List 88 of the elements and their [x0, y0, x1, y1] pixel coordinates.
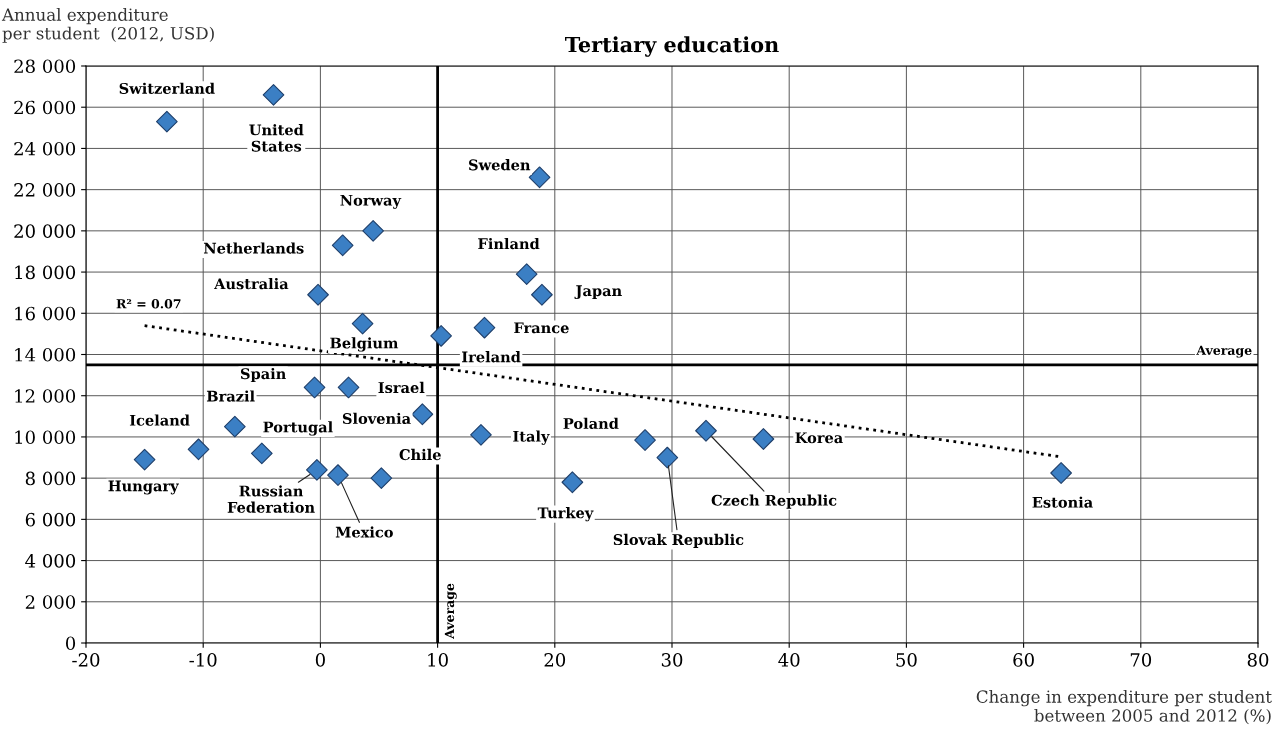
- point: [370, 467, 393, 489]
- annotation: Netherlands: [203, 242, 304, 254]
- y-tick-label: 22 000: [14, 183, 76, 197]
- y-tick-label: 14 000: [15, 347, 76, 362]
- point: [262, 83, 285, 106]
- ref-line-label: Average: [1196, 345, 1252, 358]
- point: [331, 234, 354, 257]
- x-tick-label: 40: [778, 653, 800, 667]
- point: [1050, 462, 1072, 484]
- annotation: Chile: [399, 448, 441, 461]
- point: [430, 325, 452, 347]
- x-tick-label: 50: [896, 653, 917, 667]
- point: [156, 110, 178, 133]
- point: [187, 438, 210, 461]
- point: [561, 471, 584, 494]
- annotation: Brazil: [206, 390, 255, 402]
- x-tick-label: -10: [189, 653, 217, 667]
- y-tick-label: 6 000: [25, 512, 76, 527]
- x-tick-label: 60: [1013, 653, 1034, 667]
- y-tick-label: 26 000: [14, 100, 76, 115]
- annotation: Estonia: [1032, 496, 1093, 508]
- annotation: Israel: [378, 381, 425, 394]
- y-axis-title: Annual expenditure per student (2012, USD): [1, 8, 214, 43]
- y-tick-label: 24 000: [14, 141, 76, 156]
- chart-title: Tertiary education: [565, 36, 779, 57]
- point: [411, 403, 434, 426]
- x-tick-label: -20: [72, 653, 100, 667]
- point: [362, 220, 384, 242]
- point: [133, 448, 156, 471]
- annotation: Czech Republic: [711, 494, 837, 509]
- annotation: Mexico: [335, 526, 393, 538]
- annotation: Ireland: [462, 351, 521, 363]
- annotation: United States: [249, 124, 304, 152]
- point: [515, 263, 538, 285]
- y-tick-label: 16 000: [15, 306, 76, 321]
- annotation: France: [514, 322, 569, 334]
- annotation: Hungary: [108, 480, 179, 495]
- y-tick-label: 4 000: [25, 554, 76, 568]
- point: [752, 428, 775, 450]
- point: [695, 419, 717, 442]
- point: [531, 283, 553, 306]
- point: [473, 316, 496, 339]
- annotation: Turkey: [537, 507, 594, 522]
- point: [656, 446, 679, 469]
- x-tick-label: 70: [1130, 653, 1152, 667]
- x-axis-title: Change in expenditure per student between 2005 and 2012 (%): [976, 690, 1272, 725]
- y-tick-label: 10 000: [15, 430, 76, 445]
- point: [223, 415, 246, 438]
- y-tick-label: 2 000: [25, 595, 76, 609]
- annotation: Portugal: [263, 421, 333, 436]
- ref-line-label: Average: [444, 583, 457, 639]
- annotation: Slovenia: [342, 412, 411, 425]
- y-tick-label: 12 000: [15, 389, 76, 403]
- annotation: Finland: [478, 237, 540, 250]
- point: [528, 166, 551, 189]
- annotation: Switzerland: [119, 82, 215, 94]
- point: [327, 464, 349, 486]
- y-tick-label: 8 000: [25, 471, 76, 486]
- point: [351, 312, 374, 335]
- y-tick-label: 0: [65, 636, 76, 651]
- annotation: Slovak Republic: [613, 533, 744, 548]
- annotation: Russian Federation: [227, 485, 315, 513]
- point: [303, 376, 326, 399]
- annotation: Australia: [214, 277, 289, 290]
- x-tick-label: 20: [544, 653, 566, 667]
- y-tick-label: 20 000: [14, 224, 76, 238]
- y-tick-label: 28 000: [14, 59, 76, 74]
- annotation: Spain: [240, 367, 286, 383]
- annotation: Korea: [795, 432, 843, 444]
- annotation: Belgium: [330, 337, 399, 352]
- point: [307, 283, 329, 306]
- annotation: Iceland: [129, 414, 190, 426]
- point: [250, 442, 273, 465]
- annotation: Poland: [563, 417, 619, 429]
- x-tick-label: 0: [315, 653, 325, 667]
- annotation: Sweden: [469, 159, 531, 171]
- point: [470, 424, 492, 446]
- annotation: Italy: [513, 430, 550, 445]
- point: [306, 459, 328, 481]
- annotation: Norway: [340, 194, 402, 209]
- point: [337, 376, 360, 399]
- annotation: Japan: [574, 285, 622, 300]
- point: [634, 429, 656, 451]
- x-tick-label: 30: [661, 653, 683, 667]
- x-tick-label: 10: [428, 653, 448, 667]
- annotation: R² = 0.07: [116, 298, 181, 309]
- y-tick-label: 18 000: [15, 265, 76, 280]
- x-tick-label: 80: [1247, 653, 1269, 667]
